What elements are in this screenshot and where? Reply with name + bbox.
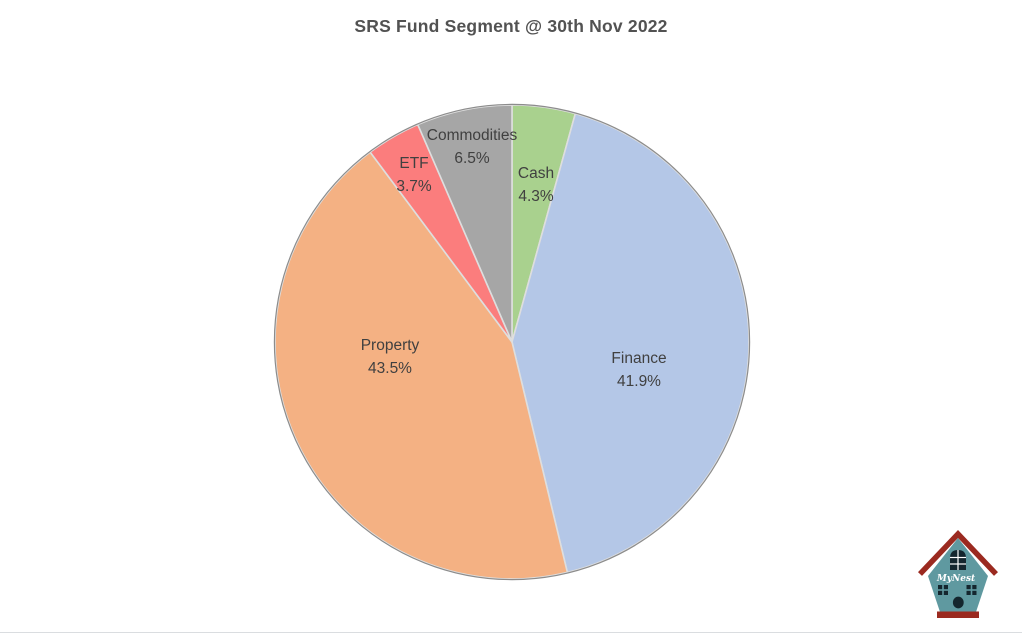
pie-slice-property [274,151,569,580]
bottom-divider [0,631,1022,633]
slice-name: Property [360,337,420,354]
pie-slice-commodities [416,104,513,343]
pie-chart-svg [273,103,751,581]
slice-name: Cash [517,165,555,182]
slice-label-finance: Finance 41.9% [611,347,666,393]
chart-title: SRS Fund Segment @ 30th Nov 2022 [354,16,668,36]
logo-house-base [937,611,979,618]
slice-percent: 41.9% [617,373,661,390]
slice-percent: 6.5% [454,150,490,167]
pie-slice-finance [511,112,750,574]
pie-chart [272,102,752,582]
slice-label-etf: ETF 3.7% [396,152,431,198]
logo-roof [918,530,998,576]
logo-right-window [966,585,977,595]
mynest-logo: MyNest [918,530,998,618]
slice-label-commodities: Commodities 6.5% [427,124,517,170]
pie-outline [273,103,751,581]
slice-percent: 3.7% [396,178,432,195]
logo-gable-window [950,550,966,570]
logo-text: MyNest [936,574,976,584]
slice-label-property: Property 43.5% [361,334,420,380]
slice-name: ETF [399,155,429,172]
slice-name: Commodities [426,127,518,144]
slice-percent: 43.5% [368,360,412,377]
slice-label-cash: Cash 4.3% [518,162,554,208]
logo-left-window [938,585,948,595]
slice-percent: 4.3% [518,188,554,205]
slice-name: Finance [611,350,667,367]
logo-entrance-hole [952,596,964,609]
